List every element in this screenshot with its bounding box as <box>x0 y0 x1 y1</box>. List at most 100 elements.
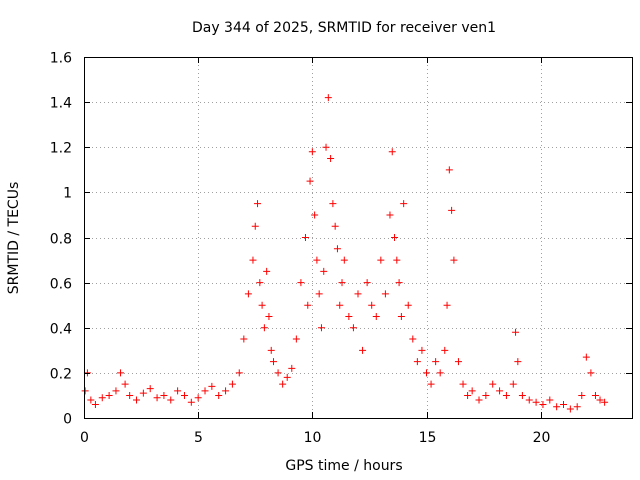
data-point <box>315 290 323 298</box>
data-point <box>333 245 341 253</box>
data-point <box>381 290 389 298</box>
data-point <box>388 148 396 156</box>
data-point <box>386 211 394 219</box>
y-axis-label: SRMTID / TECUs <box>6 182 22 295</box>
data-point <box>509 380 517 388</box>
data-point <box>539 400 547 408</box>
data-point <box>174 387 182 395</box>
data-point <box>397 312 405 320</box>
data-point <box>427 380 435 388</box>
data-point <box>404 301 412 309</box>
data-point <box>267 346 275 354</box>
x-tick-label: 15 <box>419 430 437 446</box>
data-point <box>448 206 456 214</box>
y-tick-label: 1 <box>63 186 72 202</box>
data-point <box>297 279 305 287</box>
data-point <box>454 358 462 366</box>
data-point <box>249 256 257 264</box>
data-point <box>464 391 472 399</box>
data-point <box>418 346 426 354</box>
data-point <box>436 369 444 377</box>
data-point <box>354 290 362 298</box>
data-point <box>329 200 337 208</box>
y-tick-label: 1.2 <box>50 141 72 157</box>
data-point <box>83 369 91 377</box>
x-tick-label: 10 <box>304 430 322 446</box>
data-point <box>311 211 319 219</box>
data-point <box>87 396 95 404</box>
data-point <box>187 398 195 406</box>
data-point <box>591 391 599 399</box>
data-point <box>292 335 300 343</box>
data-point <box>222 387 230 395</box>
data-point <box>327 155 335 163</box>
data-point <box>546 396 554 404</box>
data-point <box>359 346 367 354</box>
data-point <box>324 94 332 102</box>
data-point <box>502 391 510 399</box>
data-point <box>468 387 476 395</box>
data-point <box>98 394 106 402</box>
data-point <box>180 391 188 399</box>
y-tick-label: 0.2 <box>50 367 72 383</box>
grid-layer <box>84 57 632 418</box>
x-tick-label: 20 <box>533 430 551 446</box>
data-point <box>459 380 467 388</box>
data-point <box>265 312 273 320</box>
data-point <box>336 301 344 309</box>
data-point <box>423 369 430 377</box>
data-point <box>251 222 259 230</box>
data-point <box>153 394 161 402</box>
data-point <box>340 256 348 264</box>
y-tick-label: 0 <box>63 412 72 428</box>
data-point <box>391 234 399 241</box>
data-point <box>270 358 278 366</box>
y-tick-label: 0.8 <box>50 232 72 248</box>
data-point <box>139 389 147 397</box>
data-point <box>566 405 574 413</box>
data-point <box>244 290 252 298</box>
data-point <box>260 324 268 332</box>
axis-ticks: 0 5 10 15 20 0 0.2 0.4 0.6 0.8 1 1.2 1.4 1.6 <box>50 51 632 446</box>
data-point <box>596 396 604 404</box>
data-point <box>450 256 458 264</box>
data-point <box>532 398 540 406</box>
y-tick-label: 1.6 <box>50 51 72 67</box>
data-point <box>201 387 209 395</box>
data-point <box>320 267 328 275</box>
data-point <box>395 279 403 287</box>
data-point <box>443 301 451 309</box>
y-tick-label: 1.4 <box>50 96 72 112</box>
data-point <box>117 369 125 377</box>
data-point <box>331 222 339 230</box>
data-point <box>288 364 296 372</box>
y-tick-label: 0.6 <box>50 277 72 293</box>
y-tick-label: 0.4 <box>50 322 72 338</box>
data-point <box>525 396 533 404</box>
data-point <box>512 328 520 336</box>
data-point <box>317 324 325 332</box>
x-axis-label: GPS time / hours <box>285 458 402 474</box>
data-point <box>167 396 175 404</box>
data-point <box>306 177 314 185</box>
data-point <box>208 382 216 390</box>
data-point <box>573 403 581 411</box>
data-point <box>105 391 113 399</box>
data-point <box>194 394 202 402</box>
data-point <box>338 279 346 287</box>
data-point <box>514 358 522 366</box>
data-point <box>301 234 309 241</box>
data-point <box>256 279 264 287</box>
data-point <box>441 346 449 354</box>
data-point <box>601 398 609 406</box>
data-point <box>582 353 590 361</box>
x-tick-label: 5 <box>194 430 203 446</box>
chart-title: Day 344 of 2025, SRMTID for receiver ven… <box>192 20 496 36</box>
data-point <box>81 387 89 395</box>
data-point <box>413 358 421 366</box>
data-point <box>372 312 380 320</box>
data-point <box>445 166 453 174</box>
data-point <box>349 324 357 332</box>
data-point <box>518 391 526 399</box>
